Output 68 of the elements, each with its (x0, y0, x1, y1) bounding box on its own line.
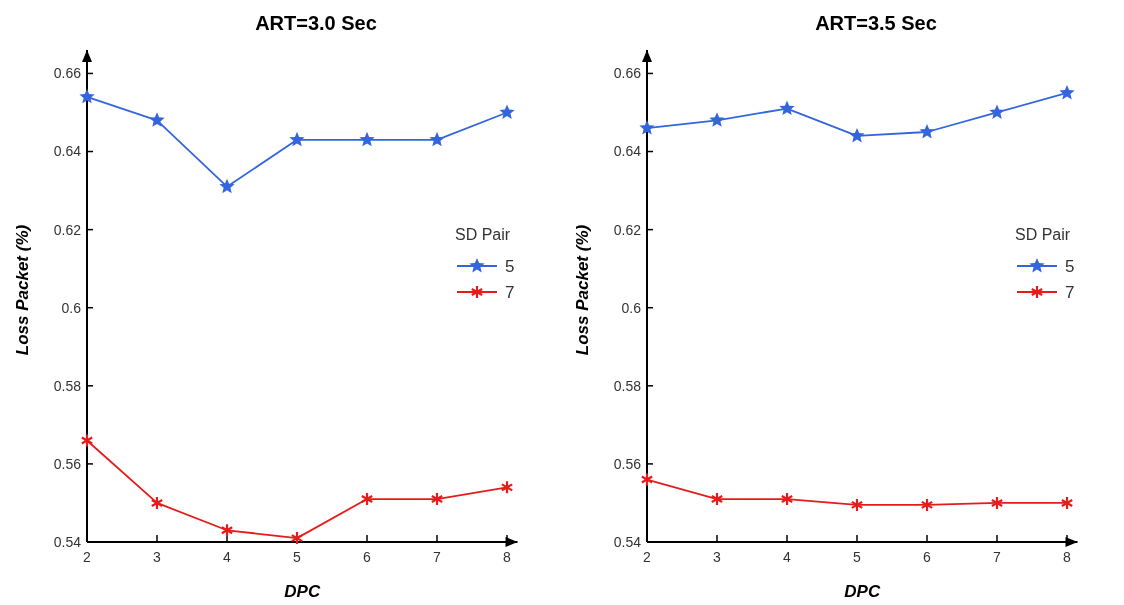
point (150, 495, 164, 511)
point (360, 491, 374, 507)
y-tick-label: 0.62 (53, 221, 82, 238)
x-tick-label: 2 (83, 549, 92, 565)
y-tick-label: 0.66 (613, 65, 642, 82)
x-tick-label: 3 (153, 549, 162, 565)
legend-label: 5 (1065, 256, 1075, 276)
point (430, 491, 444, 507)
x-tick-label: 2 (643, 549, 652, 565)
y-tick-label: 0.56 (613, 455, 642, 472)
x-tick-label: 3 (713, 549, 722, 565)
x-tick-label: 4 (223, 549, 232, 565)
point (989, 104, 1005, 119)
point (850, 497, 864, 512)
x-tick-label: 6 (923, 549, 932, 565)
y-tick-label: 0.56 (53, 455, 82, 472)
x-tick-label: 4 (783, 549, 792, 565)
point (709, 112, 725, 127)
point (640, 472, 654, 487)
y-tick-label: 0.6 (61, 299, 82, 316)
point (1060, 495, 1074, 511)
point (780, 491, 794, 507)
legend-title: SD Pair (455, 226, 511, 243)
point (499, 104, 515, 119)
point (290, 531, 304, 546)
point (1059, 84, 1075, 100)
point (990, 495, 1004, 511)
legend-label: 5 (505, 256, 515, 276)
point (220, 523, 234, 538)
point (80, 433, 94, 448)
y-tick-label: 0.54 (613, 533, 642, 550)
y-axis-title: Loss Packet (%) (573, 224, 592, 356)
x-tick-label: 8 (503, 549, 512, 565)
point (920, 497, 934, 512)
x-tick-label: 7 (433, 549, 442, 565)
x-tick-label: 8 (1063, 549, 1072, 565)
point (289, 131, 305, 147)
x-tick-label: 6 (363, 549, 372, 565)
x-tick-label: 5 (853, 549, 862, 565)
legend-label: 7 (505, 282, 515, 302)
point (429, 131, 445, 147)
point (219, 178, 235, 194)
y-axis-title: Loss Packet (%) (13, 224, 32, 356)
y-tick-label: 0.62 (613, 221, 642, 238)
chart-title: ART=3.5 Sec (815, 12, 937, 34)
y-tick-label: 0.58 (613, 377, 642, 394)
x-axis-title: DPC (844, 582, 881, 601)
chart-title: ART=3.0 Sec (255, 12, 377, 34)
y-tick-label: 0.64 (613, 143, 642, 160)
x-tick-label: 7 (993, 549, 1002, 565)
point (500, 480, 514, 495)
point (639, 120, 655, 135)
y-tick-label: 0.6 (621, 299, 642, 316)
x-axis-title: DPC (284, 582, 321, 601)
point (849, 127, 865, 143)
point (710, 491, 724, 507)
x-tick-label: 5 (293, 549, 302, 565)
point (149, 112, 165, 127)
y-tick-label: 0.58 (53, 377, 82, 394)
y-tick-label: 0.66 (53, 65, 82, 82)
point (779, 100, 795, 116)
y-tick-label: 0.64 (53, 143, 82, 160)
point (919, 124, 935, 139)
point (359, 131, 375, 147)
legend-title: SD Pair (1015, 226, 1071, 243)
legend-label: 7 (1065, 282, 1075, 302)
y-tick-label: 0.54 (53, 533, 82, 550)
point (79, 88, 95, 104)
